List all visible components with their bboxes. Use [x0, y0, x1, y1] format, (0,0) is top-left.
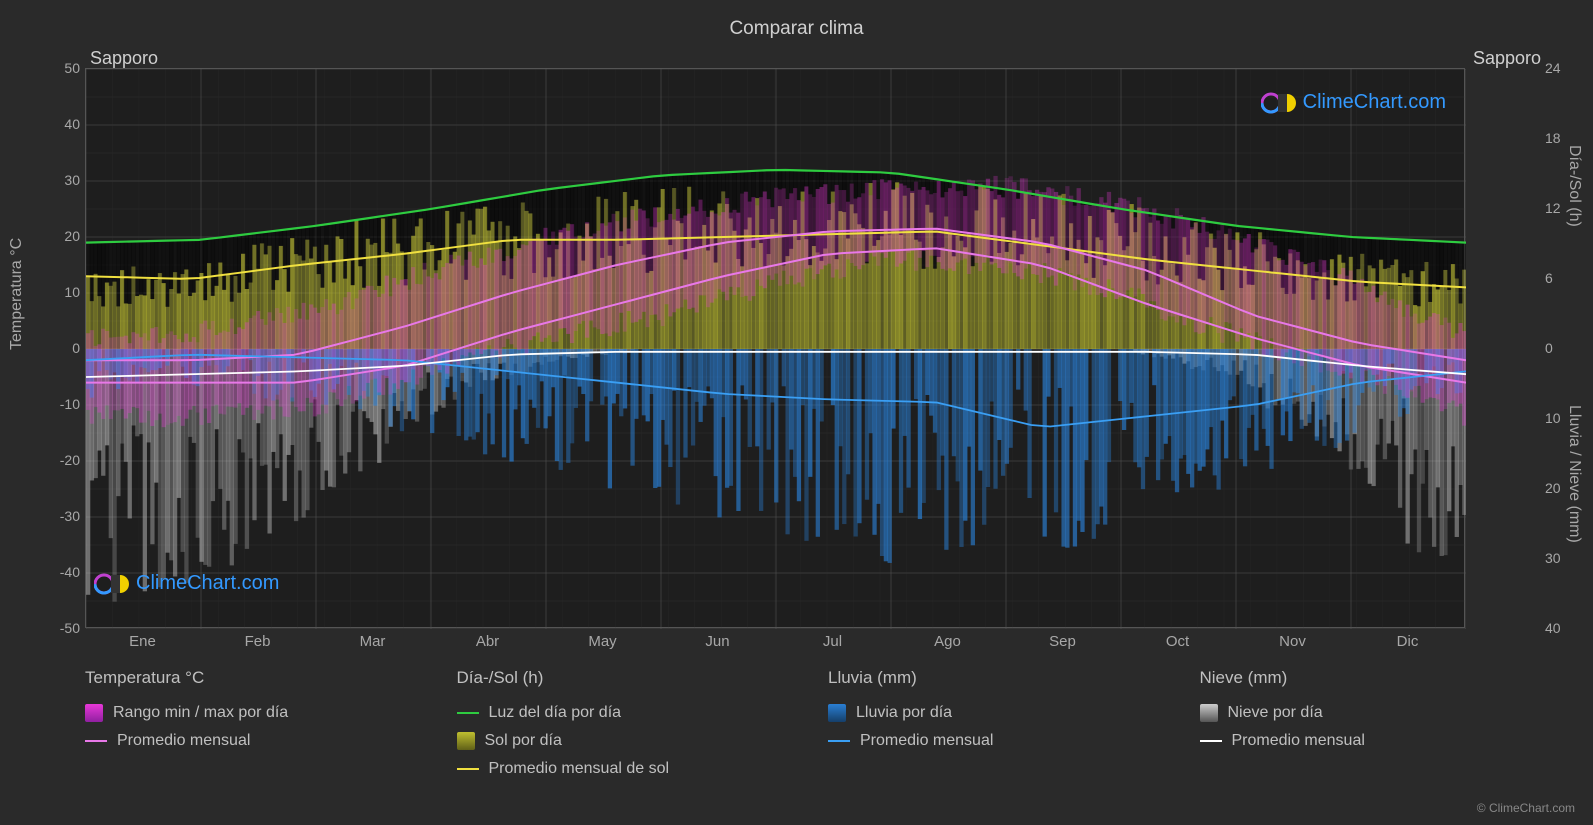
line-swatch-icon: [1200, 740, 1222, 742]
legend-label: Lluvia por día: [856, 704, 952, 722]
legend-header: Nieve (mm): [1200, 668, 1542, 688]
y-tick-left: 20: [64, 228, 80, 244]
x-tick-month: Jun: [705, 633, 729, 650]
legend-label: Sol por día: [485, 732, 562, 750]
legend-item: Promedio mensual: [1200, 732, 1542, 750]
x-tick-month: Abr: [476, 633, 499, 650]
line-swatch-icon: [828, 740, 850, 742]
swatch-icon: [828, 704, 846, 722]
y-axis-right-top-label: Día-/Sol (h): [1565, 145, 1583, 227]
x-tick-month: Nov: [1279, 633, 1306, 650]
y-tick-left: 50: [64, 60, 80, 76]
y-tick-right: 30: [1545, 550, 1561, 566]
chart-svg: [86, 69, 1466, 629]
legend-label: Luz del día por día: [489, 704, 622, 722]
legend-label: Promedio mensual: [117, 732, 250, 750]
y-tick-left: 10: [64, 284, 80, 300]
y-tick-right: 12: [1545, 200, 1561, 216]
climate-chart: Comparar clima Sapporo Sapporo Temperatu…: [0, 0, 1593, 825]
legend-item: Promedio mensual: [828, 732, 1170, 750]
legend-header: Temperatura °C: [85, 668, 427, 688]
y-axis-right-bottom-label: Lluvia / Nieve (mm): [1565, 405, 1583, 543]
x-tick-month: Ago: [934, 633, 961, 650]
y-tick-right: 0: [1545, 340, 1553, 356]
y-tick-right: 24: [1545, 60, 1561, 76]
x-tick-month: Dic: [1397, 633, 1419, 650]
x-tick-month: Oct: [1166, 633, 1189, 650]
legend-label: Promedio mensual: [860, 732, 993, 750]
legend-item: Promedio mensual de sol: [457, 760, 799, 778]
x-tick-month: Mar: [360, 633, 386, 650]
y-tick-left: -20: [60, 452, 80, 468]
y-tick-left: -30: [60, 508, 80, 524]
legend-item: Promedio mensual: [85, 732, 427, 750]
y-tick-left: -10: [60, 396, 80, 412]
legend-label: Promedio mensual de sol: [489, 760, 670, 778]
x-tick-month: Jul: [823, 633, 842, 650]
swatch-icon: [85, 704, 103, 722]
legend-col-rain: Lluvia (mm) Lluvia por día Promedio mens…: [828, 668, 1170, 778]
chart-title: Comparar clima: [729, 18, 863, 40]
y-tick-left: 30: [64, 172, 80, 188]
x-tick-month: Ene: [129, 633, 156, 650]
legend-label: Nieve por día: [1228, 704, 1323, 722]
plot-area: ClimeChart.com ClimeChart.com: [85, 68, 1465, 628]
y-tick-right: 40: [1545, 620, 1561, 636]
watermark-top: ClimeChart.com: [1261, 91, 1446, 114]
line-swatch-icon: [457, 768, 479, 770]
y-tick-right: 18: [1545, 130, 1561, 146]
legend-label: Rango min / max por día: [113, 704, 288, 722]
watermark-label: ClimeChart.com: [1303, 91, 1446, 114]
y-tick-right: 20: [1545, 480, 1561, 496]
legend-header: Lluvia (mm): [828, 668, 1170, 688]
legend-col-temperature: Temperatura °C Rango min / max por día P…: [85, 668, 427, 778]
watermark-label: ClimeChart.com: [136, 572, 279, 595]
y-tick-left: 40: [64, 116, 80, 132]
legend-item: Sol por día: [457, 732, 799, 750]
swatch-icon: [457, 732, 475, 750]
climechart-logo-icon: [1261, 92, 1297, 114]
y-tick-right: 10: [1545, 410, 1561, 426]
legend-item: Nieve por día: [1200, 704, 1542, 722]
y-tick-right: 6: [1545, 270, 1553, 286]
legend-label: Promedio mensual: [1232, 732, 1365, 750]
x-tick-month: May: [588, 633, 616, 650]
legend-item: Luz del día por día: [457, 704, 799, 722]
y-tick-left: 0: [72, 340, 80, 356]
x-tick-month: Sep: [1049, 633, 1076, 650]
swatch-icon: [1200, 704, 1218, 722]
city-label-left: Sapporo: [90, 48, 158, 69]
watermark-bottom: ClimeChart.com: [94, 572, 279, 595]
climechart-logo-icon: [94, 573, 130, 595]
legend-item: Lluvia por día: [828, 704, 1170, 722]
x-tick-month: Feb: [245, 633, 271, 650]
legend-item: Rango min / max por día: [85, 704, 427, 722]
y-tick-left: -50: [60, 620, 80, 636]
line-swatch-icon: [457, 712, 479, 714]
legend-col-snow: Nieve (mm) Nieve por día Promedio mensua…: [1200, 668, 1542, 778]
legend-header: Día-/Sol (h): [457, 668, 799, 688]
copyright: © ClimeChart.com: [1477, 801, 1575, 815]
line-swatch-icon: [85, 740, 107, 742]
y-tick-left: -40: [60, 564, 80, 580]
legend: Temperatura °C Rango min / max por día P…: [85, 668, 1541, 778]
city-label-right: Sapporo: [1473, 48, 1541, 69]
legend-col-day: Día-/Sol (h) Luz del día por día Sol por…: [457, 668, 799, 778]
y-axis-left-label: Temperatura °C: [8, 238, 26, 350]
